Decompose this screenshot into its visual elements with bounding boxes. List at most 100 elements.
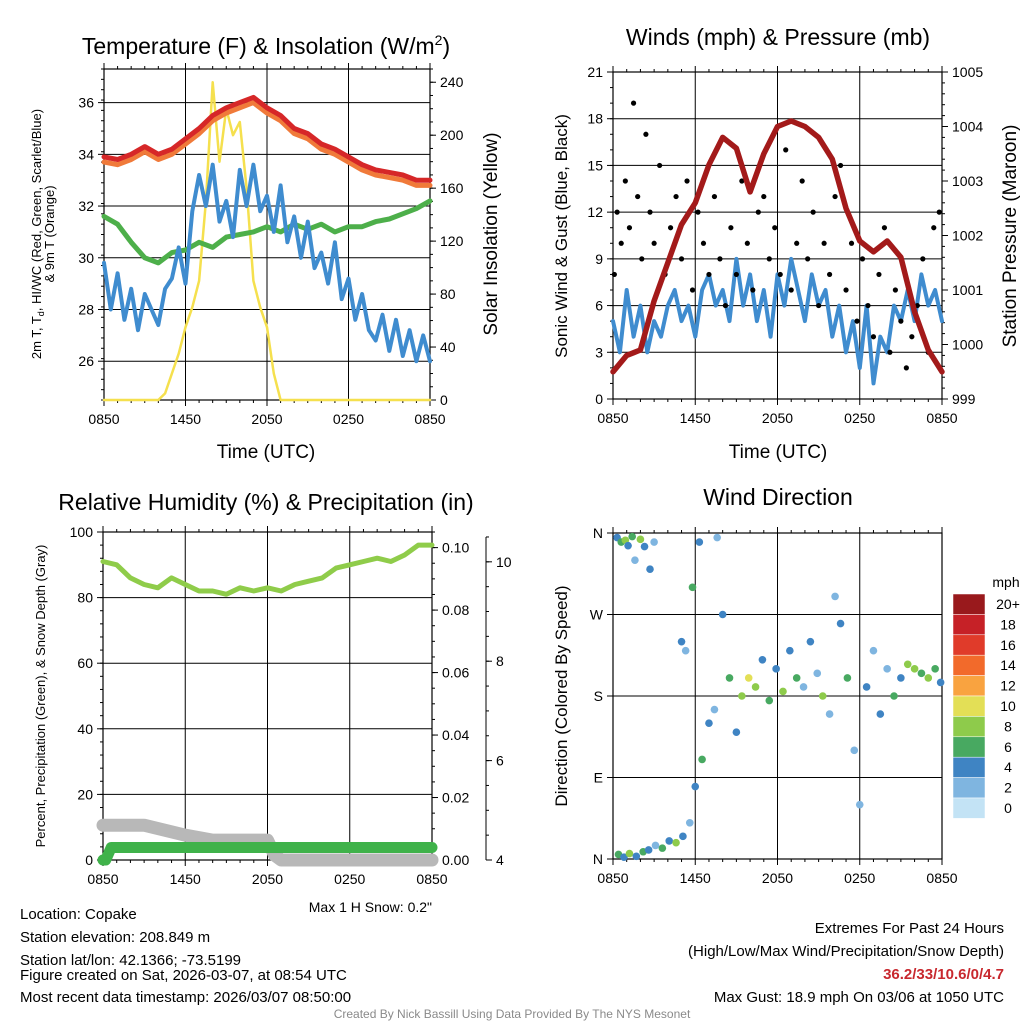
pressure-y2-tick-label: 1000	[952, 337, 983, 353]
direction-point	[725, 674, 734, 682]
gust-point	[761, 193, 767, 200]
gust-point	[920, 256, 926, 262]
pressure-y2-tick-label: 1004	[952, 119, 983, 135]
direction-point	[765, 696, 774, 705]
wind-x-tick-label: 1450	[680, 410, 711, 426]
direction-point	[883, 665, 891, 673]
temp-x-axis-label: Time (UTC)	[217, 442, 316, 463]
direction-point	[685, 818, 694, 827]
gust-point	[611, 271, 617, 278]
legend-label: 8	[1004, 718, 1012, 734]
direction-point	[644, 846, 653, 854]
legend-swatch	[952, 716, 986, 738]
wind-y-tick-label: 0	[595, 391, 603, 407]
gust-point	[643, 131, 649, 137]
temp-y-tick-label: 28	[78, 301, 94, 317]
gust-point	[622, 178, 628, 184]
precip-y2-tick-label: 0.02	[442, 790, 469, 806]
direction-point	[890, 692, 898, 700]
direction-point	[786, 646, 794, 655]
legend-swatch	[952, 756, 986, 778]
precip-y2-tick-label: 0.04	[442, 727, 469, 743]
gust-point	[810, 209, 816, 215]
pressure-y2-tick-label: 1001	[952, 282, 983, 298]
rh-chart-title: Relative Humidity (%) & Precipitation (i…	[58, 489, 473, 515]
gust-point	[788, 287, 794, 293]
direction-point	[869, 646, 878, 655]
legend-swatch	[952, 654, 986, 676]
direction-point	[681, 646, 690, 655]
gust-point	[794, 240, 800, 246]
latlon-text: Station lat/lon: 42.1366; -73.5199	[20, 952, 242, 969]
gust-point	[739, 178, 745, 184]
direction-point	[910, 665, 919, 673]
legend-title: mph	[992, 574, 1019, 590]
direction-point	[679, 832, 687, 841]
gust-point	[766, 256, 772, 262]
gust-point	[777, 271, 783, 278]
direction-point	[732, 728, 741, 737]
gust-point	[639, 256, 645, 262]
direction-point	[836, 619, 845, 628]
gust-point	[651, 240, 657, 246]
precip-y2-tick-label: 0.00	[442, 852, 469, 868]
pressure-y2-tick-label: 1002	[952, 228, 983, 244]
gust-point	[821, 240, 827, 246]
gust-point	[909, 334, 915, 340]
gust-point	[783, 147, 789, 153]
direction-point	[850, 746, 859, 755]
direction-point	[650, 538, 658, 546]
gust-point	[854, 318, 860, 324]
rh-x-tick-label: 0850	[87, 871, 118, 887]
direction-point	[936, 678, 945, 687]
direction-point	[772, 665, 780, 673]
dir-x-tick-label: 0850	[926, 870, 957, 886]
wind-x-tick-label: 0250	[844, 410, 875, 426]
gust-point	[848, 240, 855, 246]
gust-point	[717, 256, 723, 262]
elevation-text: Station elevation: 208.849 m	[20, 929, 211, 946]
gust-point	[733, 271, 739, 278]
wind-y-tick-label: 21	[587, 64, 603, 80]
direction-point	[710, 705, 719, 714]
direction-y-axis-label: Direction (Colored By Speed)	[552, 585, 571, 806]
snow-y2-tick-label: 4	[496, 852, 504, 868]
temp-x-tick-label: 1450	[170, 411, 201, 427]
rh-x-tick-label: 0850	[416, 871, 447, 887]
legend-swatch	[952, 614, 986, 636]
gust-point	[744, 240, 750, 246]
solar-y2-tick-label: 120	[440, 233, 464, 249]
temp-2m-line	[101, 94, 433, 183]
direction-point	[651, 841, 660, 850]
windchill-line	[102, 162, 432, 364]
direction-point	[751, 683, 760, 691]
legend-label: 20+	[996, 596, 1020, 612]
direction-point	[620, 853, 628, 861]
pressure-y2-tick-label: 1003	[952, 173, 983, 189]
gust-point	[750, 287, 756, 293]
dir-x-tick-label: 0850	[597, 870, 628, 886]
dir-y-tick-label: N	[593, 851, 603, 867]
gust-point	[684, 178, 690, 184]
rh-x-tick-label: 2050	[252, 871, 283, 887]
wind-y-tick-label: 18	[587, 111, 603, 127]
direction-point	[698, 755, 706, 764]
direction-point	[917, 669, 926, 678]
relative-humidity-line	[100, 542, 435, 597]
direction-point	[691, 782, 700, 791]
gust-point	[859, 256, 866, 262]
direction-point	[792, 674, 801, 682]
direction-point	[831, 592, 839, 601]
rh-y-tick-label: 100	[70, 524, 94, 540]
direction-point	[903, 660, 912, 669]
direction-point	[876, 710, 885, 718]
temp-y-tick-label: 30	[78, 250, 94, 266]
temp-y-tick-label: 26	[78, 353, 94, 369]
legend-swatch	[952, 695, 986, 717]
direction-point	[658, 844, 667, 852]
pressure-y2-tick-label: 1005	[952, 64, 983, 80]
legend-label: 18	[1000, 616, 1016, 632]
pressure-y2-axis-label: Station Pressure (Maroon)	[1000, 125, 1021, 348]
wind-x-axis-label: Time (UTC)	[729, 442, 828, 463]
